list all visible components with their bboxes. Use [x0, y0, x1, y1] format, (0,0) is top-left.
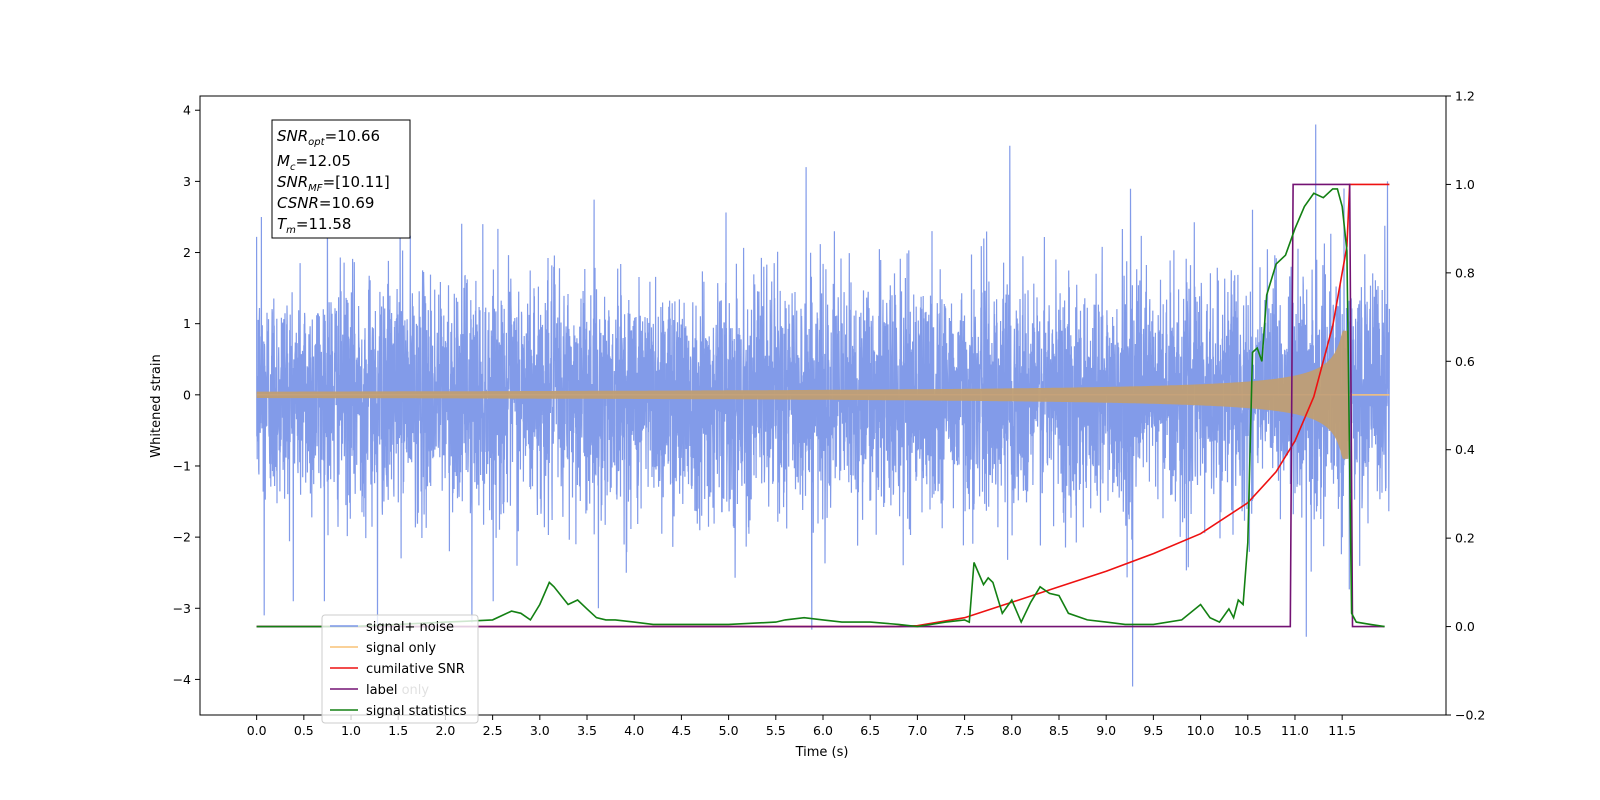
series-signal-statistics [256, 188, 1385, 628]
y-right-tick-label: 0.2 [1455, 531, 1475, 546]
x-axis-label: Time (s) [795, 745, 849, 760]
x-tick-label: 1.5 [388, 723, 408, 738]
info-tm: Tm=11.58 [277, 215, 351, 236]
y-axis-label: Whitened strain [149, 354, 164, 457]
x-tick-label: 7.0 [907, 723, 927, 738]
plot-area [256, 124, 1390, 687]
x-tick-label: 2.5 [483, 723, 503, 738]
info-box-frame [271, 119, 411, 239]
x-tick-label: 6.5 [860, 723, 880, 738]
x-tick-label: 5.5 [766, 723, 786, 738]
y-left-tick-label: 0 [183, 387, 191, 402]
x-tick-label: 6.0 [813, 723, 833, 738]
info-box: SNRopt=10.66 Mc=12.05 SNRMF=[10.11] CSNR… [271, 119, 411, 239]
x-tick-label: 8.0 [1002, 723, 1022, 738]
x-tick-label: 4.0 [624, 723, 644, 738]
info-csnr: CSNR=10.69 [277, 194, 374, 212]
y-axis-left: 4 3 2 1 0 −1 −2 −3 −4 [173, 103, 200, 687]
series-label [256, 183, 1385, 628]
y-right-tick-label: 0.4 [1455, 442, 1475, 457]
y-left-tick-label: −3 [173, 601, 191, 616]
legend-label-signal-only: signal only [366, 641, 436, 656]
x-tick-label: 10.0 [1187, 723, 1215, 738]
info-snr-opt: SNRopt=10.66 [277, 127, 380, 148]
y-left-tick-label: 4 [183, 103, 191, 118]
series-signal-noise [256, 124, 1390, 687]
x-tick-label: 9.0 [1096, 723, 1116, 738]
x-tick-label: 3.5 [577, 723, 597, 738]
legend-hidden-text: label only [366, 683, 429, 698]
x-axis: 0.0 0.5 1.0 1.5 2.0 2.5 3.0 3.5 4.0 4.5 5.0 5.5 6.0 6… [247, 715, 1356, 738]
legend-frame [321, 614, 479, 724]
y-right-tick-label: 1.2 [1455, 89, 1475, 104]
x-tick-label: 5.0 [719, 723, 739, 738]
legend-label-label: label [366, 683, 397, 698]
x-tick-label: 9.5 [1143, 723, 1163, 738]
y-left-tick-label: 3 [183, 174, 191, 189]
x-tick-label: 3.0 [530, 723, 550, 738]
series-cumulative-snr [256, 183, 1390, 628]
y-axis-right: 1.2 1.0 0.8 0.6 0.4 0.2 0.0 −0.2 [1446, 89, 1485, 723]
info-snr-mf: SNRMF=[10.11] [277, 173, 390, 194]
y-right-tick-label: 0.0 [1455, 619, 1475, 634]
y-right-tick-label: 0.6 [1455, 354, 1475, 369]
y-left-tick-label: −1 [173, 458, 191, 473]
y-left-tick-label: −4 [173, 672, 191, 687]
legend-label-signal-statistics: signal statistics [366, 704, 467, 719]
legend-label-cumulative-snr: cumilative SNR [366, 662, 465, 677]
x-tick-label: 11.0 [1281, 723, 1309, 738]
x-tick-label: 0.5 [294, 723, 314, 738]
x-tick-label: 7.5 [955, 723, 975, 738]
y-left-tick-label: 2 [183, 245, 191, 260]
legend: label only signal+ noise signal only cum… [321, 614, 479, 724]
x-tick-label: 1.0 [341, 723, 361, 738]
x-tick-label: 4.5 [671, 723, 691, 738]
x-tick-label: 2.0 [435, 723, 455, 738]
y-right-tick-label: −0.2 [1455, 708, 1485, 723]
x-tick-label: 10.5 [1234, 723, 1262, 738]
y-left-tick-label: −2 [173, 530, 191, 545]
y-left-tick-label: 1 [183, 316, 191, 331]
x-tick-label: 8.5 [1049, 723, 1069, 738]
y-right-tick-label: 1.0 [1455, 177, 1475, 192]
y-right-tick-label: 0.8 [1455, 265, 1475, 280]
info-mc: Mc=12.05 [277, 152, 351, 173]
x-tick-label: 11.5 [1328, 723, 1356, 738]
legend-label-signal-noise: signal+ noise [366, 620, 454, 635]
x-tick-label: 0.0 [247, 723, 267, 738]
